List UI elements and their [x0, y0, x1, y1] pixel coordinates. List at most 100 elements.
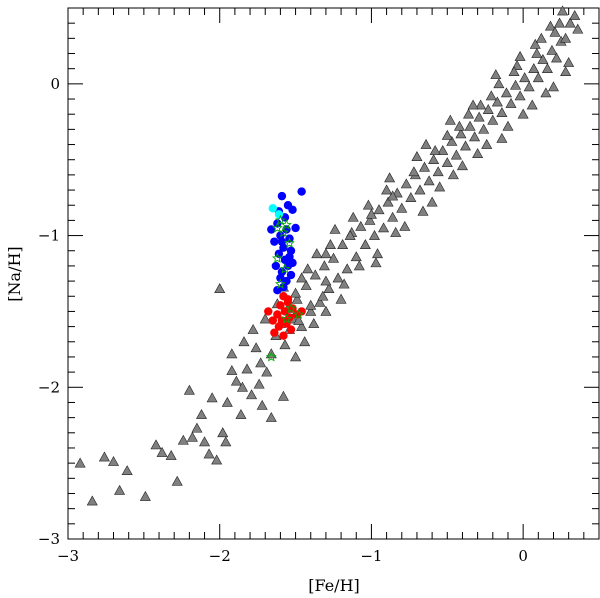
star-point [293, 308, 305, 320]
triangle-point [502, 120, 514, 131]
triangle-point [171, 475, 183, 486]
triangle-point [114, 484, 126, 495]
triangle-point [247, 324, 259, 334]
triangle-point [459, 140, 472, 151]
triangle-point [434, 181, 446, 192]
circle-point [274, 322, 284, 331]
circle-point [288, 205, 297, 214]
circle-point [273, 310, 282, 319]
triangle-point [370, 257, 382, 268]
triangle-point [293, 314, 305, 325]
triangle-point [469, 131, 481, 142]
x-axis-label: [Fe/H] [308, 576, 360, 595]
triangle-point [541, 63, 553, 73]
triangle-point [447, 169, 459, 180]
triangle-point [384, 172, 396, 183]
circle-point [264, 307, 273, 316]
triangle-point [437, 144, 449, 155]
y-tick-label: −2 [38, 378, 60, 396]
triangle-point [236, 381, 248, 392]
triangle-point [320, 305, 332, 316]
triangle-point [353, 260, 365, 271]
triangle-point [320, 275, 332, 286]
circle-point [283, 295, 293, 304]
triangle-point [423, 175, 435, 186]
y-axis-label: [Na/H] [5, 246, 24, 301]
star-point [271, 252, 283, 263]
triangle-point [364, 214, 376, 225]
triangle-point [150, 439, 162, 450]
triangle-point [359, 239, 371, 249]
triangle-point [235, 408, 247, 419]
triangle-point [464, 120, 476, 131]
triangle-point [564, 17, 576, 28]
triangle-point [537, 53, 549, 64]
triangle-point [508, 66, 520, 77]
circle-point [286, 270, 296, 280]
triangle-point [563, 56, 575, 67]
triangle-point [428, 154, 440, 165]
triangle-point [206, 392, 218, 403]
triangle-point [309, 269, 321, 280]
triangle-point [500, 87, 512, 98]
triangle-point [302, 263, 314, 274]
triangle-point [529, 38, 541, 49]
x-tick-label: −1 [360, 547, 382, 565]
circle-point [277, 237, 287, 246]
x-tick-label: −3 [57, 547, 79, 565]
triangle-point [98, 451, 110, 462]
triangle-point [387, 211, 399, 222]
triangle-point [517, 108, 529, 119]
triangle-point [528, 63, 540, 73]
triangle-point [450, 149, 462, 160]
triangle-point [467, 99, 479, 110]
triangle-point [551, 52, 563, 63]
circle-point [274, 210, 284, 219]
y-tick-label: 0 [50, 75, 60, 93]
triangle-point [491, 96, 503, 107]
triangle-point [540, 87, 552, 98]
triangle-point [572, 23, 584, 34]
triangle-point [417, 205, 429, 216]
triangle-point [390, 226, 402, 237]
triangle-point [291, 293, 303, 304]
triangle-point [261, 366, 273, 377]
triangle-point [429, 144, 441, 155]
triangle-point [473, 111, 485, 122]
triangle-point [519, 72, 531, 83]
circle-point [279, 331, 288, 340]
triangle-point [399, 220, 411, 231]
plot-frame [67, 7, 600, 540]
triangle-point [290, 287, 302, 298]
triangle-point [320, 248, 332, 259]
triangle-point [472, 148, 484, 158]
triangle-point [324, 239, 336, 249]
triangle-point [108, 456, 120, 466]
triangle-point [183, 384, 195, 395]
circle-point [276, 301, 285, 310]
triangle-point [444, 114, 456, 125]
circle-point [297, 307, 306, 316]
circle-point [297, 187, 306, 196]
triangle-point [535, 32, 547, 43]
circle-point [286, 325, 296, 334]
triangle-point [490, 69, 502, 80]
triangle-point [199, 436, 211, 447]
triangle-point [337, 239, 349, 249]
triangle-point [311, 248, 323, 259]
triangle-point [226, 348, 238, 359]
triangle-point [419, 161, 431, 172]
triangle-point [186, 431, 198, 442]
triangle-point [420, 138, 432, 149]
triangle-point [344, 229, 356, 240]
triangle-point [221, 396, 233, 407]
triangle-point [400, 178, 412, 189]
triangle-point [256, 399, 268, 410]
triangle-point [259, 313, 271, 324]
triangle-point [296, 320, 308, 331]
triangle-point [426, 196, 438, 207]
triangle-point [300, 280, 312, 290]
triangle-point [514, 90, 526, 101]
triangle-point [220, 436, 232, 447]
triangle-point [526, 99, 538, 110]
